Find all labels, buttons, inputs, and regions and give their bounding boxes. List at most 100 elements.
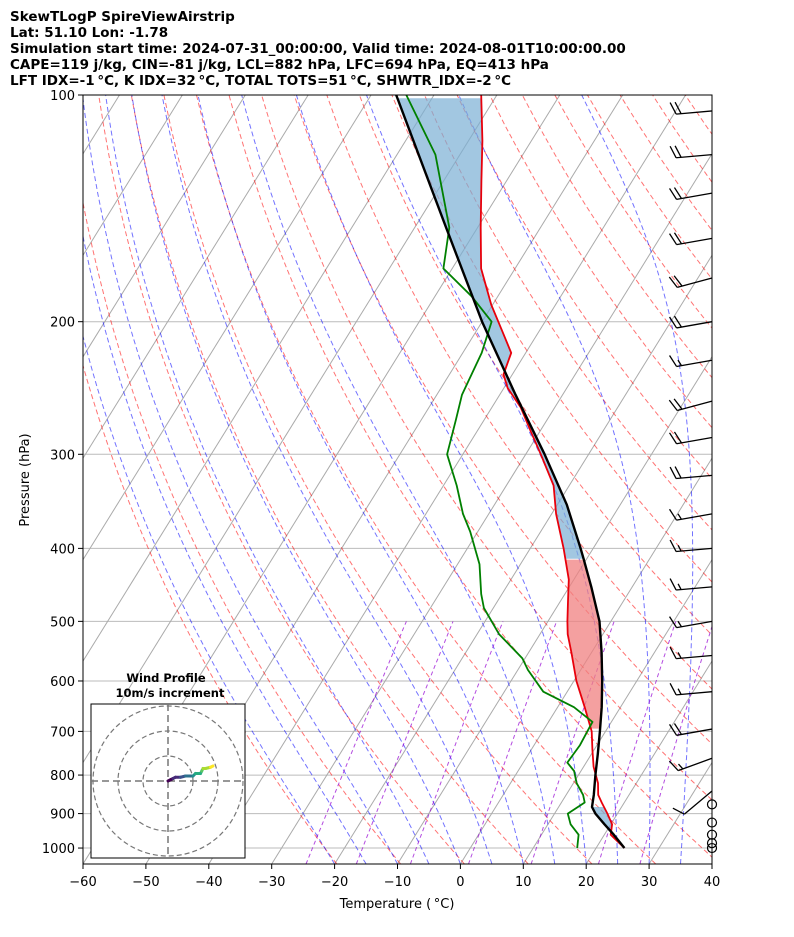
wind-barb-shaft: [676, 586, 713, 591]
isotherm-line: [271, 152, 712, 864]
y-tick-label: 1000: [42, 842, 75, 857]
wind-barb-flag: [674, 466, 682, 479]
wind-barb-half-flag: [677, 513, 683, 520]
isotherm-line: [397, 355, 712, 864]
wind-barb-flag: [669, 466, 677, 479]
wind-barb-shaft: [676, 237, 713, 246]
wind-barb-flag: [668, 508, 678, 521]
mixing-ratio-line: [468, 621, 558, 864]
dry-adiabat: [684, 95, 712, 136]
y-tick-label: 500: [50, 615, 75, 630]
wind-barb-flag: [673, 315, 683, 328]
wind-barb-shaft: [677, 757, 713, 772]
moist-adiabat: [458, 95, 651, 864]
wind-barbs: [668, 101, 718, 854]
x-tick-label: −20: [321, 875, 348, 890]
wind-barb-shaft: [676, 110, 713, 115]
hodograph-plot: [91, 704, 245, 858]
moist-adiabat: [581, 95, 694, 864]
x-tick-label: −10: [384, 875, 411, 890]
x-tick-label: 30: [641, 875, 658, 890]
wind-barb-half-flag: [677, 583, 682, 590]
dewpoint-line: [405, 95, 594, 849]
x-tick-label: 20: [578, 875, 595, 890]
chart-title: SkewTLogP SpireViewAirstrip: [10, 9, 235, 25]
wind-barb-shaft: [676, 153, 713, 159]
y-tick-label: 300: [50, 448, 75, 463]
region-fill: [397, 98, 584, 559]
wind-barb-shaft: [676, 620, 713, 629]
dry-adiabat: [619, 95, 712, 232]
wind-barb-flag: [668, 432, 678, 445]
wind-barb-half-flag: [677, 359, 683, 366]
y-tick-label: 400: [50, 542, 75, 557]
wind-barb-shaft: [677, 277, 713, 288]
location-label: Lat: 51.10 Lon: -1.78: [10, 25, 169, 41]
wind-barb-shaft: [676, 691, 713, 696]
wind-barb-flag: [669, 683, 677, 696]
moist-adiabat: [295, 95, 587, 864]
y-tick-label: 200: [50, 316, 75, 331]
wind-barb-flag: [674, 101, 682, 114]
x-tick-label: −30: [258, 875, 285, 890]
wind-barb-flag: [668, 616, 678, 628]
wind-barb-flag: [674, 145, 682, 158]
wind-barb-flag: [669, 102, 677, 115]
x-tick-label: 0: [456, 875, 464, 890]
isotherm-line: [334, 254, 712, 864]
wind-barb-flag: [668, 760, 679, 772]
wind-barb-shaft: [676, 192, 713, 201]
dry-adiabat: [293, 95, 712, 745]
moist-adiabat: [83, 334, 336, 864]
wind-barb-shaft: [676, 359, 713, 368]
dry-adiabat: [489, 95, 712, 429]
region-fill: [565, 559, 603, 729]
wind-barb-half-flag: [677, 688, 682, 695]
isotherm-line: [83, 95, 435, 663]
wind-barb-flag: [672, 807, 685, 815]
mixing-ratio-line: [409, 621, 504, 864]
wind-barb-flag: [673, 431, 683, 444]
wind-barb-flag: [673, 275, 683, 287]
hodograph-subtitle: 10m/s increment: [116, 686, 225, 700]
profiles: [395, 95, 626, 849]
x-tick-label: −40: [195, 875, 222, 890]
isotherm-line: [585, 660, 712, 864]
wind-barb-shaft: [676, 513, 713, 521]
wind-barb-shaft: [684, 790, 713, 815]
wind-barb-flag: [669, 539, 677, 552]
isotherm-line: [648, 761, 712, 864]
time-label: Simulation start time: 2024-07-31_00:00:…: [10, 41, 626, 57]
hodograph-inset: Wind Profile 10m/s increment: [90, 671, 246, 859]
chart-header: SkewTLogP SpireViewAirstrip Lat: 51.10 L…: [10, 9, 626, 89]
wind-barb-flag: [668, 276, 678, 288]
dry-adiabat: [83, 200, 401, 864]
wind-barb-shaft: [676, 728, 713, 736]
wind-barb-shaft: [676, 654, 713, 660]
parcel-line: [395, 95, 626, 849]
x-axis-label: Temperature ( °C): [339, 897, 455, 912]
dry-adiabat: [83, 363, 338, 864]
wind-barb-shaft: [676, 321, 713, 329]
wind-barb-flag: [669, 578, 677, 591]
wind-barb-flag: [673, 398, 683, 410]
wind-barb-flag: [669, 145, 677, 159]
wind-barb-flag: [668, 188, 678, 200]
x-tick-label: 10: [515, 875, 532, 890]
wind-barb-shaft: [676, 436, 713, 445]
wind-barb-half-flag: [677, 620, 683, 628]
background-lines: [83, 95, 712, 864]
y-tick-label: 600: [50, 675, 75, 690]
wind-barb-flag: [668, 724, 678, 736]
wind-barb-half-flag: [677, 545, 682, 552]
temperature-line: [479, 95, 626, 849]
isotherm-line: [83, 95, 309, 460]
wind-barb-flag: [673, 723, 683, 735]
wind-barb-shaft: [676, 474, 713, 480]
isotherm-line: [711, 863, 712, 864]
wind-barb-half-flag: [677, 763, 684, 770]
wind-barb-shaft: [676, 547, 713, 553]
x-tick-label: −60: [69, 875, 96, 890]
mixing-ratio-line: [639, 624, 712, 864]
